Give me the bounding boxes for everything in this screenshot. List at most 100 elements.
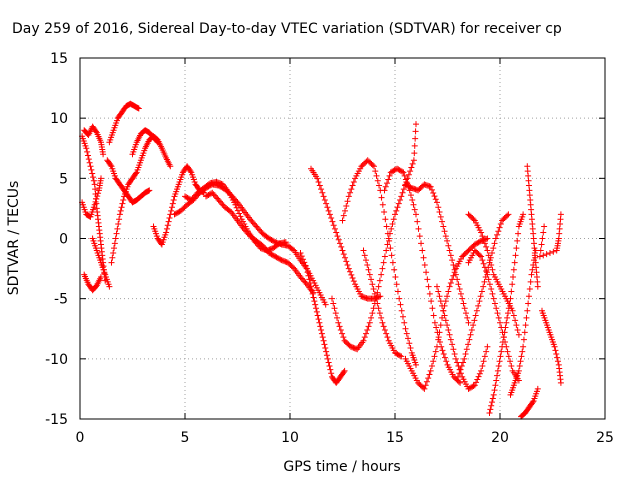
- data-point: [208, 190, 215, 197]
- data-point: [88, 166, 95, 173]
- series-track-9: [129, 127, 161, 158]
- data-point: [525, 300, 532, 307]
- data-point: [189, 195, 196, 202]
- data-point: [349, 182, 356, 189]
- data-point: [98, 175, 104, 182]
- data-point: [432, 348, 439, 355]
- data-point: [436, 329, 443, 336]
- data-point: [537, 247, 544, 254]
- data-point: [381, 209, 388, 216]
- data-point: [462, 310, 469, 317]
- data-point: [336, 323, 343, 330]
- x-tick-label: 15: [386, 430, 404, 446]
- data-point: [446, 283, 453, 290]
- data-point: [94, 193, 101, 200]
- data-point: [343, 203, 350, 210]
- data-point: [318, 186, 325, 193]
- data-point: [276, 255, 283, 262]
- series-track-24: [465, 247, 522, 384]
- data-point: [435, 288, 442, 295]
- data-point: [313, 308, 320, 315]
- data-point: [382, 183, 389, 190]
- data-point: [164, 222, 171, 229]
- data-point: [330, 222, 337, 229]
- data-point: [93, 196, 100, 203]
- data-point: [454, 276, 461, 283]
- data-point: [330, 300, 337, 307]
- series-track-16: [329, 121, 419, 353]
- data-point: [375, 283, 382, 290]
- data-point: [428, 186, 435, 193]
- data-point: [484, 271, 491, 278]
- data-point: [419, 247, 426, 254]
- data-point: [463, 346, 470, 353]
- data-point: [480, 283, 487, 290]
- data-point: [166, 215, 173, 222]
- data-point: [510, 312, 517, 319]
- data-point: [392, 349, 398, 356]
- data-point: [499, 338, 506, 345]
- data-point: [172, 210, 179, 217]
- data-point: [379, 201, 386, 208]
- data-point: [486, 281, 493, 288]
- data-point: [244, 230, 251, 237]
- axis-ticks: [79, 57, 606, 420]
- data-point: [397, 301, 404, 308]
- data-point: [260, 244, 267, 251]
- data-point: [505, 211, 512, 218]
- data-point: [458, 363, 465, 370]
- data-point: [554, 358, 561, 365]
- data-point: [431, 319, 438, 326]
- data-point: [219, 201, 226, 208]
- data-point: [476, 238, 483, 245]
- data-point: [368, 314, 375, 321]
- data-point: [472, 312, 479, 319]
- data-point: [361, 252, 368, 259]
- data-point: [455, 281, 462, 288]
- data-point: [447, 336, 454, 343]
- data-point: [337, 326, 344, 333]
- data-point: [234, 207, 241, 214]
- data-point: [314, 312, 321, 319]
- data-point: [203, 193, 209, 200]
- data-point: [407, 168, 414, 175]
- data-point: [449, 276, 456, 283]
- data-point: [434, 199, 440, 206]
- data-point: [213, 194, 220, 201]
- data-point: [510, 274, 517, 281]
- data-point: [302, 262, 309, 269]
- data-point: [269, 237, 276, 244]
- data-point: [405, 335, 412, 342]
- data-point: [507, 295, 514, 302]
- data-point: [301, 259, 308, 266]
- data-point: [489, 399, 496, 406]
- data-point: [370, 305, 377, 312]
- x-tick-label: 5: [181, 430, 190, 446]
- data-point: [484, 247, 491, 254]
- data-point: [397, 352, 404, 359]
- data-point: [233, 204, 240, 211]
- data-point: [389, 168, 396, 175]
- data-point: [412, 135, 419, 142]
- data-point: [399, 168, 406, 175]
- series-track-29: [524, 163, 541, 290]
- data-point: [323, 352, 330, 359]
- data-point: [319, 189, 326, 196]
- data-point: [340, 212, 347, 219]
- data-point: [487, 406, 494, 413]
- series-track-27: [507, 247, 539, 398]
- data-point: [378, 194, 385, 201]
- data-point: [520, 211, 527, 218]
- data-point: [348, 271, 355, 278]
- data-point: [184, 194, 191, 201]
- data-point: [496, 224, 503, 231]
- data-point: [412, 128, 419, 135]
- data-point: [366, 319, 373, 326]
- data-point: [112, 235, 119, 242]
- data-point: [415, 225, 422, 232]
- series-track-31: [536, 211, 564, 260]
- data-point: [391, 167, 398, 174]
- data-point: [386, 172, 393, 179]
- data-point: [187, 196, 194, 203]
- data-point: [461, 305, 468, 312]
